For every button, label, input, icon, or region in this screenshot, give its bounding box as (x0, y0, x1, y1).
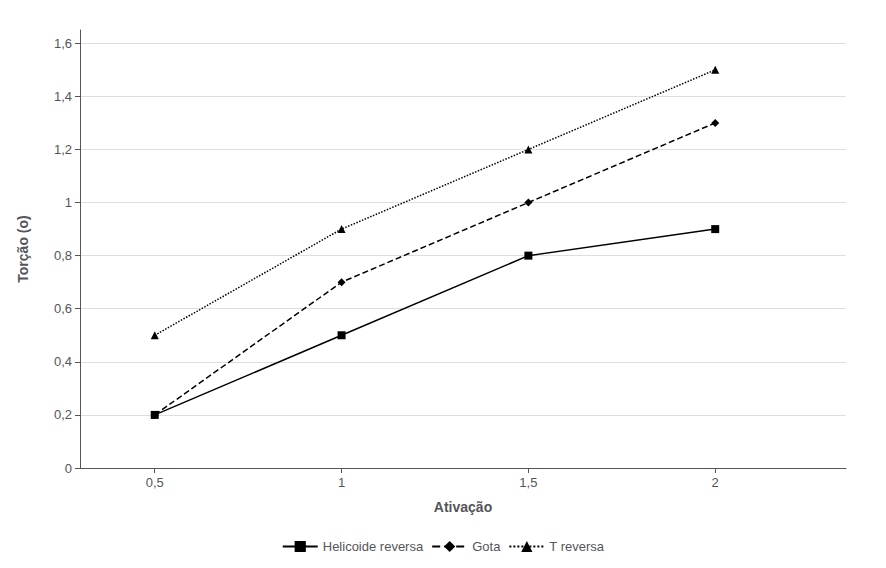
svg-text:0,8: 0,8 (54, 248, 72, 263)
svg-text:1,4: 1,4 (54, 89, 72, 104)
svg-text:1: 1 (338, 475, 345, 490)
svg-text:2: 2 (712, 475, 719, 490)
svg-text:Torção (o): Torção (o) (15, 215, 31, 282)
svg-text:1,5: 1,5 (519, 475, 537, 490)
svg-text:Gota: Gota (472, 539, 501, 554)
svg-text:1: 1 (65, 195, 72, 210)
svg-text:Helicoide reversa: Helicoide reversa (323, 539, 424, 554)
svg-text:0: 0 (65, 461, 72, 476)
svg-text:0,5: 0,5 (146, 475, 164, 490)
svg-text:T reversa: T reversa (549, 539, 604, 554)
svg-text:0,2: 0,2 (54, 407, 72, 422)
svg-text:0,4: 0,4 (54, 354, 72, 369)
svg-text:1,2: 1,2 (54, 142, 72, 157)
svg-text:0,6: 0,6 (54, 301, 72, 316)
svg-text:1,6: 1,6 (54, 36, 72, 51)
svg-text:Ativação: Ativação (434, 499, 492, 515)
